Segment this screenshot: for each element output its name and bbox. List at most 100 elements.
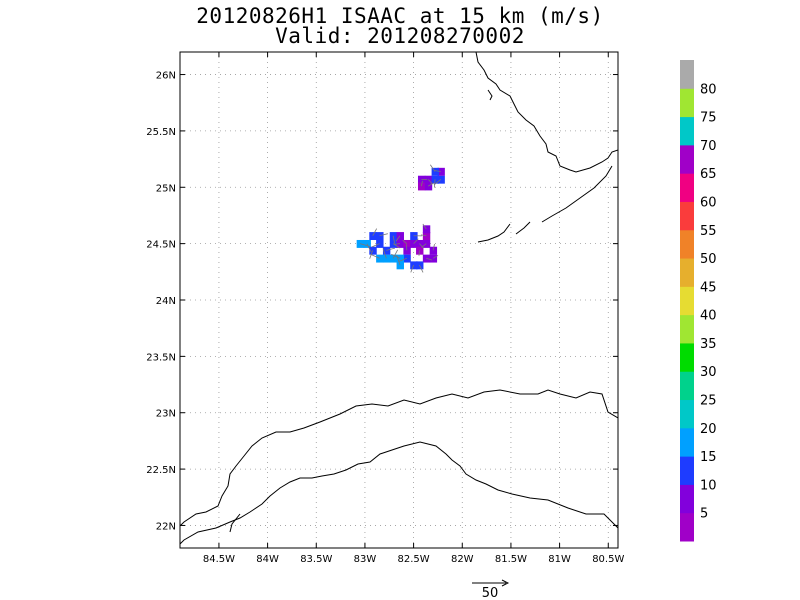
- wind-vector: [419, 243, 424, 249]
- lat-tick-label: 22N: [156, 521, 176, 532]
- wind-cell: [396, 232, 404, 241]
- colorbar-swatch: [680, 512, 694, 542]
- colorbar-swatch: [680, 144, 694, 174]
- colorbar-swatch: [680, 399, 694, 429]
- plot-title: 20120826H1 ISAAC at 15 km (m/s): [196, 4, 604, 28]
- colorbar-label: 5: [700, 507, 708, 522]
- wind-cell: [376, 254, 384, 263]
- wind-cell: [382, 254, 391, 263]
- lat-tick-label: 25.5N: [146, 127, 176, 138]
- wind-vector: [402, 239, 408, 244]
- colorbar-label: 30: [700, 365, 717, 380]
- wind-cell: [422, 239, 431, 248]
- colorbar-label: 60: [700, 195, 717, 210]
- wind-vector: [433, 179, 442, 186]
- colorbar-swatch: [680, 427, 694, 457]
- wind-vector: [427, 182, 434, 187]
- wind-cell: [376, 239, 384, 248]
- wind-vector: [410, 264, 414, 273]
- lat-tick-label: 24.5N: [146, 240, 176, 251]
- lon-tick-label: 81W: [548, 554, 571, 565]
- wind-vector: [434, 179, 436, 188]
- wind-vector: [427, 179, 433, 185]
- colorbar-swatch: [680, 88, 694, 118]
- wind-vector: [421, 243, 427, 248]
- wind-cell: [417, 182, 426, 191]
- wind-cell: [437, 175, 445, 184]
- wind-vector: [434, 170, 441, 172]
- wind-cell: [422, 225, 431, 234]
- colorbar-label: 40: [700, 309, 717, 324]
- lat-tick-label: 26N: [156, 71, 176, 82]
- wind-vector: [432, 255, 439, 259]
- wind-vector: [432, 244, 435, 251]
- wind-vector: [391, 253, 401, 259]
- colorbar: 5 10 15 20 25 30 35 40 45 50 55 60 65 70 75 80: [680, 60, 717, 542]
- wind-cell: [410, 239, 418, 248]
- lon-tick-label: 83.5W: [300, 554, 332, 565]
- wind-cell: [437, 167, 445, 176]
- axis-tick-labels: 84.5W 84W 83.5W 83W 82.5W 82W 81.5W 81W 80.5W 22N…: [146, 52, 624, 565]
- lat-tick-label: 23N: [156, 409, 176, 420]
- wind-cell: [422, 232, 431, 241]
- colorbar-swatch: [680, 116, 694, 146]
- plot-subtitle: Valid: 201208270002: [275, 24, 525, 48]
- wind-cell: [389, 254, 398, 263]
- wind-vector: [420, 180, 423, 187]
- wind-cell: [396, 239, 404, 248]
- wind-vector: [396, 255, 401, 266]
- colorbar-label: 35: [700, 337, 717, 352]
- lat-tick-label: 25N: [156, 183, 176, 194]
- wind-vector: [366, 243, 372, 253]
- vector-legend-label: 50: [482, 586, 499, 600]
- lon-tick-label: 82.5W: [398, 554, 430, 565]
- wind-vectors: [359, 164, 442, 273]
- colorbar-label: 15: [700, 450, 717, 465]
- lat-tick-label: 23.5N: [146, 352, 176, 363]
- lon-tick-label: 81.5W: [495, 554, 527, 565]
- colorbar-swatch: [680, 286, 694, 316]
- wind-cell: [403, 239, 411, 248]
- wind-cell: [403, 246, 411, 255]
- colorbar-swatch: [680, 456, 694, 485]
- colorbar-swatch: [680, 371, 694, 401]
- colorbar-swatch: [680, 60, 694, 89]
- wind-cell: [429, 246, 438, 255]
- wind-vector: [392, 249, 399, 259]
- lon-tick-label: 83W: [354, 554, 377, 565]
- colorbar-swatch: [680, 229, 694, 259]
- wind-cell: [369, 232, 377, 241]
- wind-vector: [393, 243, 401, 245]
- colorbar-swatch: [680, 314, 694, 344]
- lon-tick-label: 82W: [451, 554, 474, 565]
- wind-cell: [429, 254, 438, 263]
- colorbar-label: 70: [700, 139, 717, 154]
- colorbar-swatch: [680, 342, 694, 372]
- wind-cell: [396, 261, 404, 270]
- coastline: [180, 52, 618, 545]
- wind-vector: [422, 223, 427, 230]
- wind-vector: [429, 164, 436, 172]
- wind-vector: [372, 228, 378, 236]
- colorbar-label: 20: [700, 422, 717, 437]
- wind-cell: [403, 254, 411, 263]
- vector-legend: 50: [472, 579, 510, 600]
- wind-vector: [371, 243, 380, 248]
- colorbar-label: 80: [700, 82, 717, 97]
- colorbar-label: 65: [700, 167, 717, 182]
- wind-vector: [413, 238, 419, 244]
- colorbar-label: 55: [700, 224, 717, 239]
- colorbar-label: 75: [700, 111, 717, 126]
- wind-vector: [370, 253, 380, 259]
- colorbar-label: 10: [700, 478, 717, 493]
- vector-legend-arrowhead: [501, 579, 510, 587]
- lon-tick-label: 80.5W: [592, 554, 624, 565]
- lon-tick-label: 84.5W: [203, 554, 235, 565]
- lat-tick-label: 22.5N: [146, 465, 176, 476]
- colorbar-swatch: [680, 173, 694, 202]
- colorbar-label: 45: [700, 280, 717, 295]
- wind-vector: [386, 247, 396, 251]
- colorbar-label: 50: [700, 252, 717, 267]
- colorbar-swatch: [680, 484, 694, 514]
